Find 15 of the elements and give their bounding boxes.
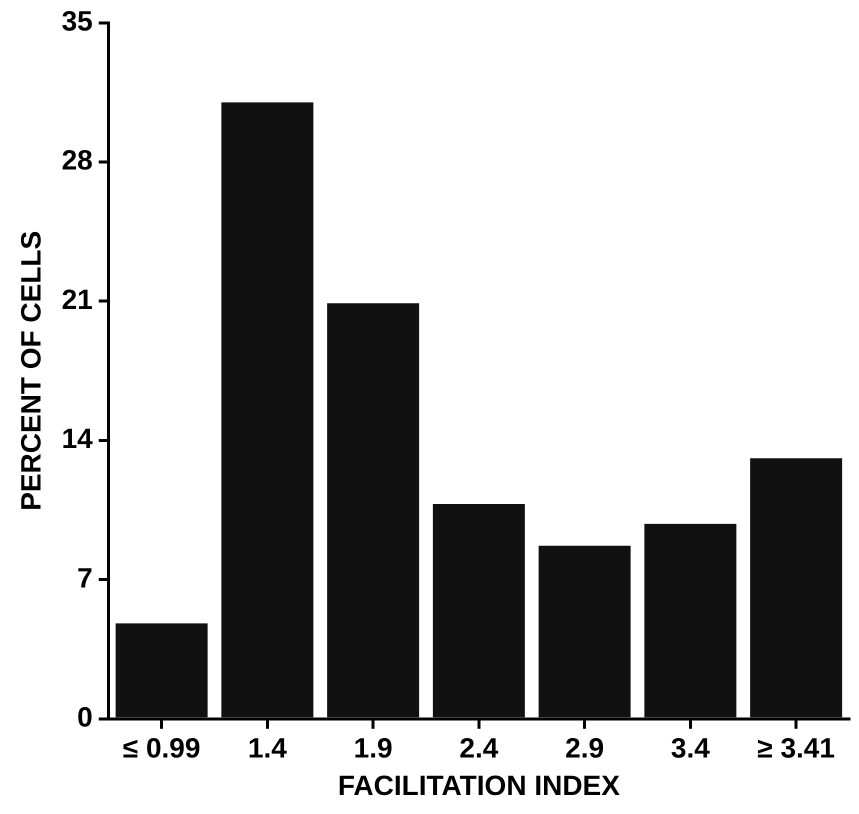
x-tick-label: 3.4 — [670, 732, 710, 764]
y-tick-label: 14 — [62, 423, 94, 454]
x-tick-label: 1.4 — [248, 732, 288, 764]
y-tick-label: 0 — [77, 702, 93, 733]
x-tick-label: ≤ 0.99 — [122, 732, 200, 764]
y-tick-label: 35 — [62, 6, 93, 37]
y-axis-title: PERCENT OF CELLS — [16, 230, 47, 511]
y-tick-label: 21 — [62, 284, 93, 315]
x-tick-label: 2.9 — [565, 732, 604, 764]
x-tick-label: ≥ 3.41 — [757, 732, 835, 764]
x-tick-label: 2.4 — [459, 732, 499, 764]
y-tick-label: 28 — [62, 144, 93, 176]
x-tick-label: 1.9 — [354, 732, 393, 764]
y-tick-label: 7 — [77, 562, 93, 594]
x-axis-title: FACILITATION INDEX — [338, 770, 620, 801]
